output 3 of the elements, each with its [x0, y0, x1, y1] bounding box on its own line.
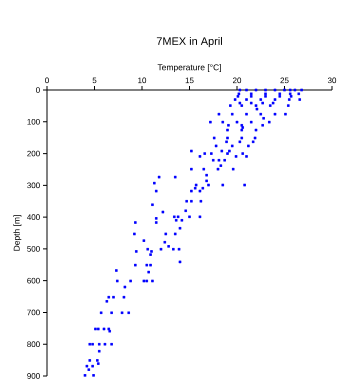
y-axis-title: Depth [m]	[13, 215, 22, 251]
chart-title: 7MEX in April	[156, 36, 222, 48]
x-axis-title: Temperature [°C]	[158, 64, 221, 72]
